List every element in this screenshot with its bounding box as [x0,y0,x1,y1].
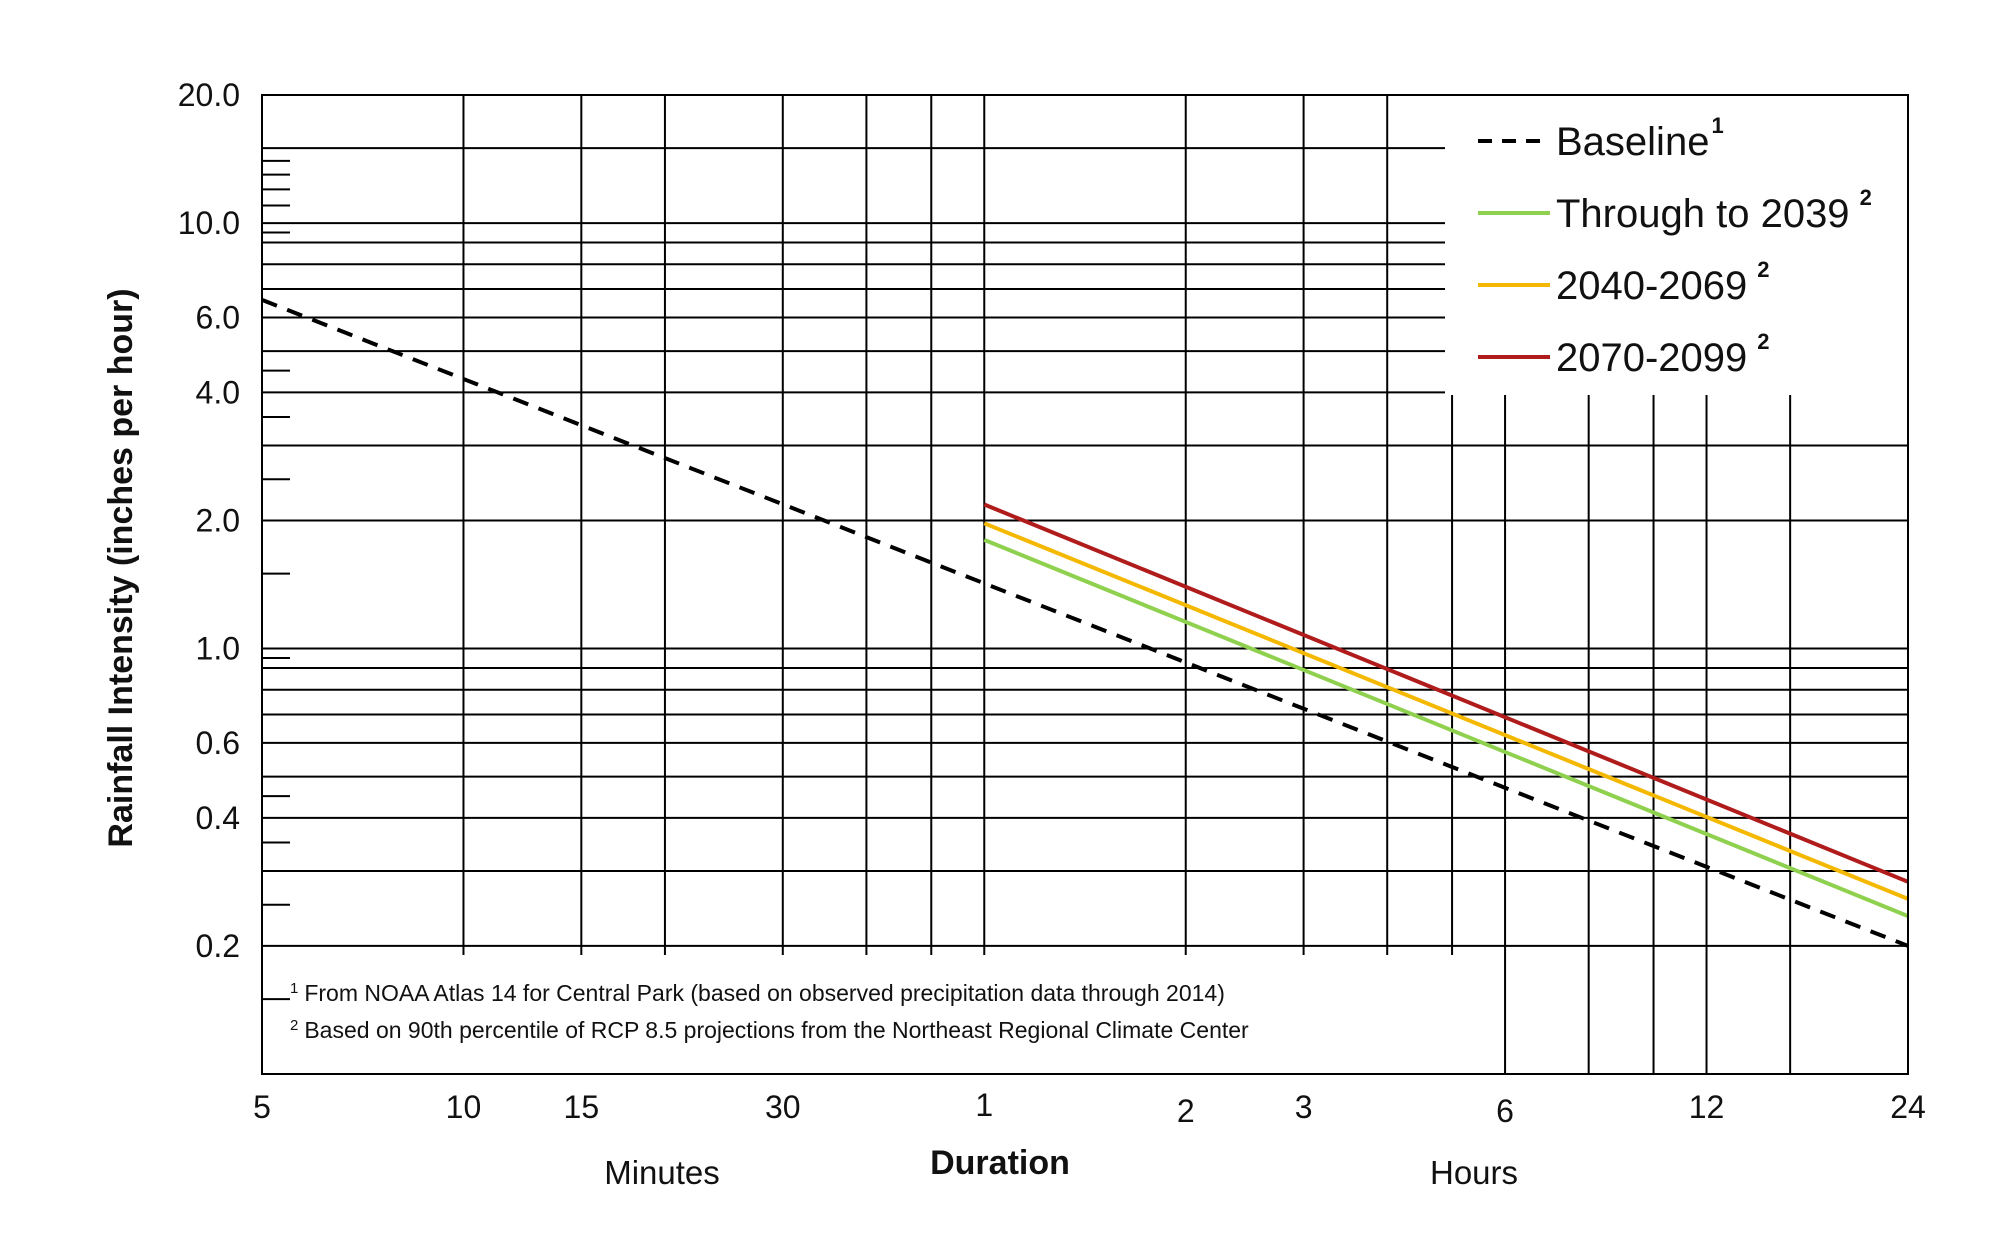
plot-frame [261,94,1909,1075]
footnote-text: Based on 90th percentile of RCP 8.5 proj… [304,1017,1249,1043]
series-line-2040-2069 [983,521,1909,901]
footnote-2: 2 Based on 90th percentile of RCP 8.5 pro… [290,1017,1249,1043]
x-group-label-hours: Hours [1430,1154,1518,1191]
y-tick-label: 1.0 [196,631,240,667]
footnotes: 1 From NOAA Atlas 14 for Central Park (ba… [290,980,1249,1043]
legend-label: 2040-2069 2 [1556,257,1770,308]
series-lines [261,298,1909,948]
legend-label: Baseline1 [1556,113,1724,164]
y-tick-label: 6.0 [196,299,240,335]
y-tick-label: 4.0 [196,374,240,410]
footnote-marker: 1 [290,980,298,997]
grid-lines [262,95,1908,1074]
legend-label: 2070-2099 2 [1556,329,1770,380]
x-tick-label: 5 [253,1089,271,1125]
footnote-text: From NOAA Atlas 14 for Central Park (bas… [304,980,1225,1006]
y-tick-label: 20.0 [178,77,240,113]
legend: Baseline1 Through to 2039 2 2040-2069 2 2070-… [1478,113,1872,380]
x-axis-title: Duration [930,1144,1070,1182]
y-tick-label: 0.2 [196,928,240,964]
x-tick-label: 6 [1496,1093,1514,1129]
x-tick-label: 24 [1890,1089,1926,1125]
x-tick-label: 30 [765,1089,801,1125]
legend-label: Through to 2039 2 [1556,185,1872,236]
x-tick-label: 1 [975,1087,993,1123]
x-tick-labels: 5 10 15 30 1 2 3 6 12 24 [253,1087,1926,1129]
y-tick-label: 0.6 [196,725,240,761]
series-line-through-to-2039 [983,538,1909,918]
legend-superscript: 2 [1757,329,1769,354]
x-tick-label: 10 [446,1089,482,1125]
legend-superscript: 2 [1757,257,1769,282]
y-tick-label: 10.0 [178,205,240,241]
footnote-1: 1 From NOAA Atlas 14 for Central Park (ba… [290,980,1225,1006]
x-tick-label: 12 [1689,1089,1725,1125]
legend-superscript: 2 [1860,185,1872,210]
y-axis-title: Rainfall Intensity (inches per hour) [102,288,140,847]
series-line-baseline [261,298,1909,948]
legend-superscript: 1 [1711,113,1723,138]
legend-background [1445,97,1905,395]
y-tick-label: 2.0 [196,502,240,538]
x-tick-label: 3 [1295,1089,1313,1125]
x-group-label-minutes: Minutes [604,1154,720,1191]
series-line-2070-2099 [983,502,1909,884]
minor-y-ticks [262,159,290,1001]
y-tick-labels: 20.0 10.0 6.0 4.0 2.0 1.0 0.6 0.4 0.2 [178,77,240,964]
y-tick-label: 0.4 [196,800,240,836]
x-tick-label: 2 [1177,1093,1195,1129]
footnote-marker: 2 [290,1017,298,1034]
x-tick-label: 15 [564,1089,600,1125]
